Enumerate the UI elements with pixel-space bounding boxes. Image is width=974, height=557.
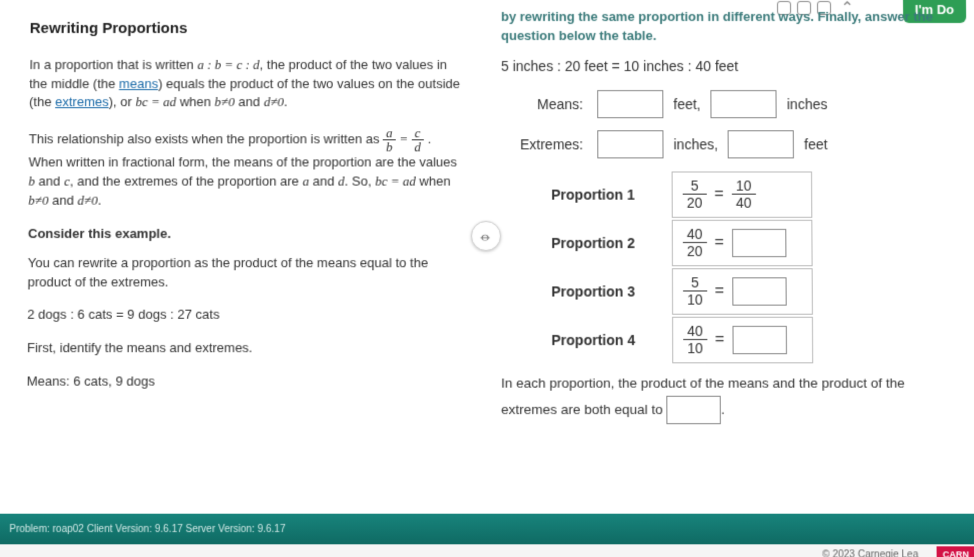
lesson-paragraph-3: You can rewrite a proportion as the prod… xyxy=(28,254,461,292)
product-answer[interactable] xyxy=(667,396,722,424)
prop3-label: Proportion 3 xyxy=(551,281,672,302)
prop1-cell: 520 = 1040 xyxy=(672,171,813,217)
consider-heading: Consider this example. xyxy=(28,225,461,244)
example-ratio: 2 dogs : 6 cats = 9 dogs : 27 cats xyxy=(27,306,461,325)
means-input-2[interactable] xyxy=(711,90,777,118)
lesson-paragraph-2: This relationship also exists when the p… xyxy=(28,127,461,211)
lesson-paragraph-1: In a proportion that is written a : b = … xyxy=(29,56,461,113)
version-text: Problem: roap02 Client Version: 9.6.17 S… xyxy=(9,523,285,534)
extremes-input-1[interactable] xyxy=(597,130,663,158)
prop3-cell: 510 = xyxy=(672,268,813,314)
means-list: Means: 6 cats, 9 dogs xyxy=(27,372,461,391)
summary-question: In each proportion, the product of the m… xyxy=(501,372,958,424)
means-row: Means: feet, inches xyxy=(501,90,955,118)
means-link[interactable]: means xyxy=(119,76,158,91)
lesson-title: Rewriting Proportions xyxy=(30,18,461,40)
lesson-paragraph-4: First, identify the means and extremes. xyxy=(27,339,461,358)
carnegie-logo: CARN xyxy=(937,546,974,557)
collapse-icon[interactable]: ⦵ xyxy=(471,221,501,251)
prop2-label: Proportion 2 xyxy=(551,233,672,253)
footer-bar: Problem: roap02 Client Version: 9.6.17 S… xyxy=(0,514,974,545)
proportion-table: Proportion 1 520 = 1040 Proportion 2 402… xyxy=(551,170,957,364)
prop4-cell: 4010 = xyxy=(672,317,813,364)
prop4-answer[interactable] xyxy=(732,326,786,354)
extremes-label: Extremes: xyxy=(501,134,591,154)
given-proportion: 5 inches : 20 feet = 10 inches : 40 feet xyxy=(501,56,955,76)
means-input-1[interactable] xyxy=(597,90,663,118)
question-instruction: by rewriting the same proportion in diff… xyxy=(501,8,954,46)
prop3-answer[interactable] xyxy=(732,277,786,305)
copyright-text: © 2023 Carnegie Lea xyxy=(822,549,918,557)
extremes-row: Extremes: inches, feet xyxy=(501,130,955,158)
prop2-cell: 4020 = xyxy=(672,220,813,266)
prop2-answer[interactable] xyxy=(732,229,786,257)
extremes-input-2[interactable] xyxy=(728,130,794,158)
question-panel: ⦵ by rewriting the same proportion in di… xyxy=(487,0,974,515)
extremes-link[interactable]: extremes xyxy=(55,95,109,110)
prop4-label: Proportion 4 xyxy=(551,330,672,351)
lesson-panel: Rewriting Proportions In a proportion th… xyxy=(0,0,487,515)
prop1-label: Proportion 1 xyxy=(551,184,671,204)
means-label: Means: xyxy=(501,94,591,114)
